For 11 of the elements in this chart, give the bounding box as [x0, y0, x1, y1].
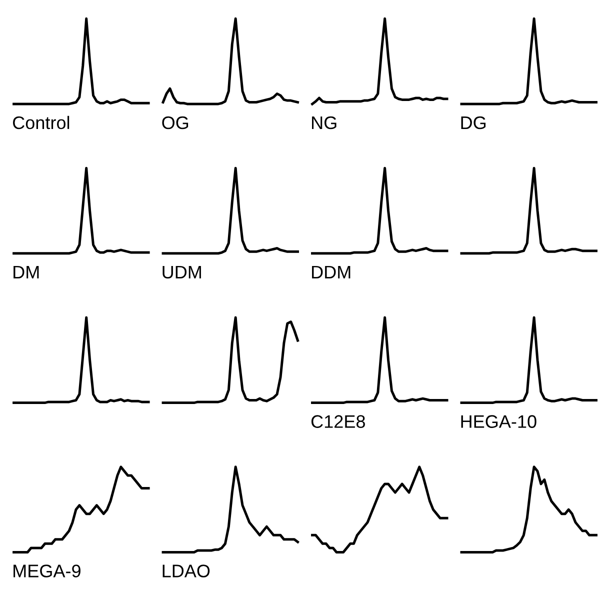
x-axis-title: DDM — [312, 266, 350, 278]
x-axis-title: UDM — [162, 266, 201, 279]
x-axis-title: HEGA-10 — [461, 415, 536, 428]
x-axis-title: C12E8 — [311, 415, 365, 428]
x-axis-title: MEGA-9 — [14, 564, 80, 578]
x-axis-title: NG — [312, 116, 336, 130]
x-axis-title: DM — [14, 266, 39, 278]
x-axis-title: Control — [12, 116, 70, 130]
x-axis-title: OG — [162, 116, 188, 130]
x-axis-title: DG — [461, 116, 486, 130]
x-axis-title: LDAO — [162, 564, 210, 578]
